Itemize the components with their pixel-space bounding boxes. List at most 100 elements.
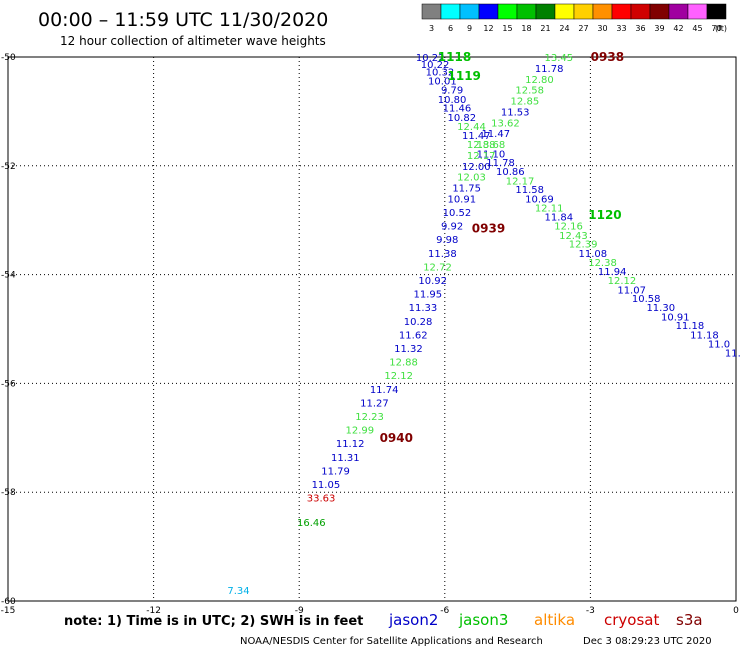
wave-height-value: 11.32	[394, 344, 423, 355]
wave-height-value: 11.75	[452, 184, 481, 195]
time-marker: 1119	[448, 69, 481, 83]
wave-height-value: 7.34	[227, 586, 249, 597]
chart-subtitle: 12 hour collection of altimeter wave hei…	[60, 34, 326, 48]
y-tick-label: -50	[1, 53, 16, 63]
wave-height-value: 11.53	[501, 107, 530, 118]
generated-timestamp: Dec 3 08:29:23 UTC 2020	[583, 636, 712, 647]
scale-swatch-42	[668, 3, 689, 20]
y-tick-label: -56	[1, 379, 16, 389]
scale-label-18: 18	[521, 24, 531, 33]
scale-swatch-9	[459, 3, 480, 20]
wave-height-value: 11.07	[617, 285, 646, 296]
wave-height-value: 10.22	[416, 53, 445, 64]
scale-swatch-27	[573, 3, 594, 20]
color-scale-legend: 3 6 9 12 15 18 21 24 27 30 33 36 39 42 45 70(ft)	[421, 3, 727, 33]
wave-height-value: 11.62	[399, 330, 428, 341]
wave-height-value: 10.80	[438, 95, 467, 106]
wave-height-value: 10.22	[421, 60, 450, 71]
scale-unit: (ft)	[715, 24, 727, 33]
wave-height-value: 11.74	[370, 385, 399, 396]
scale-label-70: 70	[711, 24, 721, 33]
wave-height-value: 11.84	[545, 212, 574, 223]
wave-height-value: 10.82	[447, 113, 476, 124]
wave-height-value: 11.12	[336, 439, 365, 450]
time-marker: 1118	[438, 50, 471, 64]
wave-height-value: 16.46	[297, 518, 326, 529]
scale-label-9: 9	[467, 24, 472, 33]
wave-height-value: 12.23	[355, 412, 384, 423]
y-axis-ticks: -50 -52 -54 -56 -58 -60	[1, 53, 16, 607]
scale-label-15: 15	[502, 24, 512, 33]
chart-title: 00:00 – 11:59 UTC 11/30/2020	[38, 9, 328, 31]
legend-jason2: jason2	[388, 611, 438, 629]
wave-height-value: 12.44	[457, 122, 486, 133]
scale-swatch-6	[440, 3, 461, 20]
wave-height-value: 33.63	[307, 494, 336, 505]
wave-height-value: 11.38	[428, 249, 457, 260]
wave-height-value: 10.91	[447, 194, 476, 205]
wave-height-value: 9.79	[441, 86, 463, 97]
scale-swatch-18	[516, 3, 537, 20]
scale-label-33: 33	[616, 24, 626, 33]
plot-grid	[7, 56, 737, 602]
scale-label-21: 21	[540, 24, 550, 33]
wave-height-value: 13.45	[545, 53, 574, 64]
scale-label-30: 30	[597, 24, 607, 33]
wave-height-value: 11.0	[708, 340, 730, 351]
wave-height-value: 11.08	[579, 249, 608, 260]
time-marker: 0939	[472, 221, 505, 235]
wave-height-value: 11.47	[481, 129, 510, 140]
y-tick-label: -60	[1, 597, 16, 607]
wave-height-value: 13.68	[477, 140, 506, 151]
wave-height-value: 11.58	[515, 185, 544, 196]
x-tick-label: -12	[146, 606, 161, 616]
wave-height-value: 12.17	[506, 176, 535, 187]
wave-height-value: 12.12	[608, 276, 637, 287]
scale-label-45: 45	[692, 24, 702, 33]
x-tick-label: 0	[733, 606, 739, 616]
plot-frame	[7, 56, 737, 602]
scale-label-42: 42	[673, 24, 683, 33]
scale-label-12: 12	[483, 24, 493, 33]
wave-height-value: 10.69	[525, 194, 554, 205]
satellite-legend: jason2 jason3 altika cryosat s3a	[388, 611, 703, 629]
time-marker: 0940	[380, 431, 413, 445]
x-tick-label: -9	[295, 606, 304, 616]
wave-height-value: 12.39	[569, 240, 598, 251]
scale-label-39: 39	[654, 24, 664, 33]
wave-height-value: 9.92	[441, 222, 463, 233]
wave-height-value: 11.10	[477, 149, 506, 160]
wave-height-value: 10.86	[496, 167, 525, 178]
wave-height-value: 11.18	[676, 321, 705, 332]
wave-height-value: 11.05	[312, 480, 341, 491]
wave-height-value: 13.62	[491, 118, 520, 129]
wave-height-value: 12.80	[525, 75, 554, 86]
wave-height-value: 11.94	[598, 267, 627, 278]
wave-height-value: 11.18	[690, 330, 719, 341]
wave-height-value: 10.01	[428, 76, 457, 87]
wave-height-value: 10.28	[404, 317, 433, 328]
scale-label-6: 6	[448, 24, 453, 33]
credit-text: NOAA/NESDIS Center for Satellite Applica…	[240, 636, 543, 647]
wave-height-value: 10.52	[443, 208, 472, 219]
scale-swatch-12	[478, 3, 499, 20]
legend-jason3: jason3	[458, 611, 508, 629]
wave-height-value: 10.58	[632, 294, 661, 305]
scale-swatch-15	[497, 3, 518, 20]
x-tick-label: -15	[1, 606, 16, 616]
wave-height-value: 12.58	[515, 86, 544, 97]
wave-height-value: 10.91	[661, 312, 690, 323]
wave-height-value: 11.78	[535, 64, 564, 75]
wave-height-value: 12.00	[462, 162, 491, 173]
time-markers: 1118 1119 0938 1120 0939 0940	[380, 50, 625, 445]
wave-height-value: 11.27	[360, 398, 389, 409]
wave-height-value: 11.33	[409, 303, 438, 314]
wave-height-value: 10.92	[418, 276, 447, 287]
scale-swatch-3	[421, 3, 442, 20]
legend-altika: altika	[534, 611, 575, 629]
wave-height-value: 12.85	[511, 97, 540, 108]
wave-height-value: 10.32	[426, 68, 455, 79]
wave-height-value: 12.16	[554, 222, 583, 233]
y-tick-label: -52	[1, 162, 16, 172]
